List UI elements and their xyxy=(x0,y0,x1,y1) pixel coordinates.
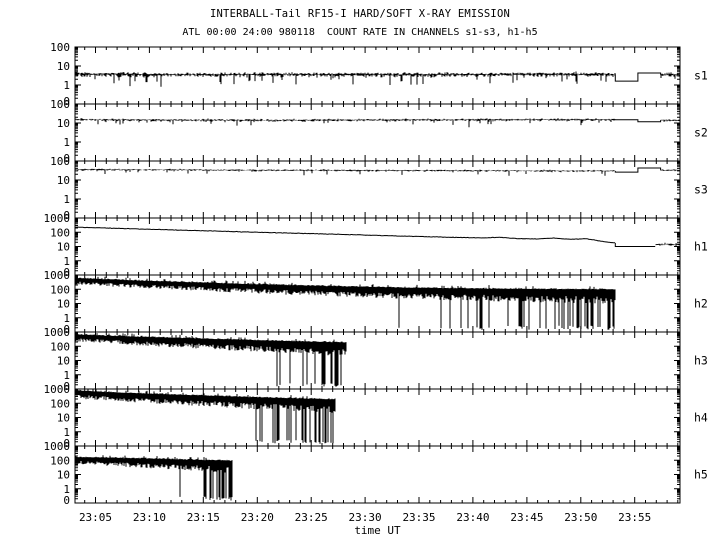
trace-h5 xyxy=(74,455,233,501)
channel-label-h4: h4 xyxy=(694,411,708,425)
y-tick-label-s3: 10 xyxy=(57,174,70,187)
trace-h1 xyxy=(74,226,681,247)
y-tick-label-h1: 100 xyxy=(50,226,70,239)
y-tick-label-s1: 0 xyxy=(63,95,70,108)
x-tick-label: 23:55 xyxy=(618,511,651,524)
trace-h3 xyxy=(74,333,347,387)
channel-label-s1: s1 xyxy=(694,69,708,83)
trace-h4 xyxy=(74,389,336,444)
x-tick-label: 23:35 xyxy=(402,511,435,524)
axis-ticks-h3 xyxy=(75,331,680,390)
y-tick-label-h5: 0 xyxy=(63,494,70,507)
channel-label-s2: s2 xyxy=(694,126,708,140)
trace-s3 xyxy=(74,167,681,176)
channel-label-h1: h1 xyxy=(694,240,708,254)
x-tick-label: 23:50 xyxy=(564,511,597,524)
panel-frame-h1 xyxy=(74,217,681,276)
x-axis-tick-labels: 23:05 23:10 23:15 23:20 23:25 23:30 23:35 23:40… xyxy=(79,511,651,524)
y-tick-label-h1: 1 xyxy=(63,255,70,268)
y-tick-label-s3: 1 xyxy=(63,193,70,206)
x-axis-title: time UT xyxy=(354,524,401,537)
x-tick-label: 23:05 xyxy=(79,511,112,524)
y-tick-label-h2: 1000 xyxy=(44,269,71,282)
y-tick-label-h3: 1 xyxy=(63,369,70,382)
y-tick-label-h3: 10 xyxy=(57,355,70,368)
trace-h2 xyxy=(74,276,616,330)
x-tick-label: 23:20 xyxy=(241,511,274,524)
y-tick-label-s1: 10 xyxy=(57,60,70,73)
y-tick-label-h3: 0 xyxy=(63,380,70,393)
y-tick-label-h3: 1000 xyxy=(44,326,71,339)
y-tick-label-s1: 100 xyxy=(50,41,70,54)
y-tick-label-h1: 10 xyxy=(57,241,70,254)
y-tick-label-h2: 10 xyxy=(57,298,70,311)
y-tick-label-h1: 1000 xyxy=(44,212,71,225)
axis-ticks-h5 xyxy=(75,445,680,504)
trace-s2 xyxy=(74,118,681,128)
y-tick-label-h3: 100 xyxy=(50,340,70,353)
y-tick-label-s3: 100 xyxy=(50,155,70,168)
axis-ticks-s1 xyxy=(75,46,680,105)
y-tick-label-s2: 0 xyxy=(63,152,70,165)
panel-frame-s2 xyxy=(74,103,681,162)
y-tick-label-h5: 1000 xyxy=(44,440,71,453)
y-tick-label-h5: 10 xyxy=(57,469,70,482)
channel-label-s3: s3 xyxy=(694,183,708,197)
x-tick-label: 23:10 xyxy=(133,511,166,524)
x-tick-label: 23:40 xyxy=(456,511,489,524)
y-tick-label-s2: 10 xyxy=(57,117,70,130)
y-tick-label-h4: 0 xyxy=(63,437,70,450)
axis-ticks-s2 xyxy=(75,103,680,162)
trace-s1 xyxy=(74,71,681,87)
y-tick-label-h4: 10 xyxy=(57,412,70,425)
y-tick-label-h4: 100 xyxy=(50,397,70,410)
y-tick-label-h4: 1 xyxy=(63,426,70,439)
y-tick-label-h5: 1 xyxy=(63,483,70,496)
channel-label-h2: h2 xyxy=(694,297,708,311)
y-tick-label-h1: 0 xyxy=(63,266,70,279)
channel-label-h3: h3 xyxy=(694,354,708,368)
chart-subtitle: ATL 00:00 24:00 980118 COUNT RATE IN CHA… xyxy=(182,27,538,38)
y-tick-label-h2: 0 xyxy=(63,323,70,336)
y-tick-label-s3: 0 xyxy=(63,209,70,222)
y-tick-label-h5: 100 xyxy=(50,454,70,467)
axis-ticks-s3 xyxy=(75,160,680,219)
x-tick-label: 23:25 xyxy=(295,511,328,524)
channel-label-h5: h5 xyxy=(694,468,708,482)
y-tick-label-s2: 100 xyxy=(50,98,70,111)
y-tick-label-s1: 1 xyxy=(63,79,70,92)
x-tick-label: 23:15 xyxy=(187,511,220,524)
chart-title: INTERBALL-Tail RF15-I HARD/SOFT X-RAY EM… xyxy=(210,8,510,20)
y-tick-label-h2: 1 xyxy=(63,312,70,325)
x-tick-label: 23:45 xyxy=(510,511,543,524)
x-tick-label: 23:30 xyxy=(349,511,382,524)
axis-ticks-h1 xyxy=(75,217,680,276)
y-tick-label-s2: 1 xyxy=(63,136,70,149)
y-tick-label-h4: 1000 xyxy=(44,383,71,396)
y-tick-label-h2: 100 xyxy=(50,283,70,296)
panel-frame-h5 xyxy=(74,445,681,504)
